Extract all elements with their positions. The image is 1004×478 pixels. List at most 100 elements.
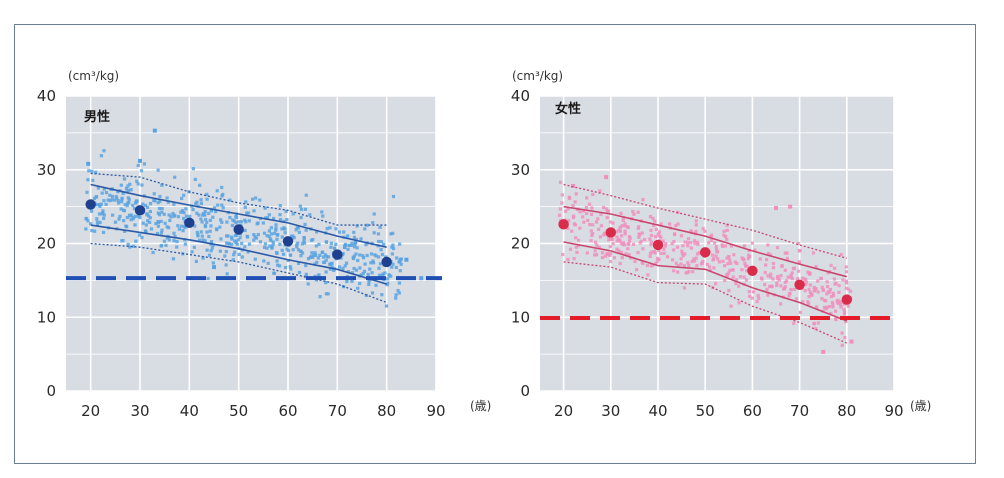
data-point [840, 343, 844, 347]
data-point [590, 233, 594, 238]
data-point [243, 205, 247, 209]
data-point [86, 219, 90, 223]
data-point [95, 203, 100, 207]
data-point [162, 239, 167, 243]
data-point [652, 249, 656, 254]
data-point [825, 305, 829, 309]
data-point [825, 285, 830, 289]
data-point [725, 274, 729, 278]
data-point [297, 270, 302, 275]
data-point [390, 265, 394, 269]
data-point [325, 254, 329, 259]
data-point [657, 234, 661, 238]
data-point [756, 293, 760, 298]
data-point [84, 227, 88, 231]
data-point [318, 295, 322, 299]
data-point [679, 234, 684, 238]
data-point [343, 245, 347, 250]
data-point [814, 287, 818, 291]
data-point [820, 297, 824, 301]
data-point [346, 247, 350, 251]
lower-sd-line [563, 241, 848, 322]
data-point [594, 253, 599, 257]
data-point [711, 253, 715, 257]
data-point [734, 278, 739, 282]
data-point [820, 285, 824, 289]
data-point [765, 257, 769, 262]
data-point [748, 294, 752, 298]
data-point [244, 200, 248, 204]
data-point [288, 253, 293, 257]
data-point [672, 240, 676, 244]
data-point [708, 268, 712, 272]
data-point [207, 211, 211, 216]
data-point [158, 194, 162, 199]
data-point [356, 258, 360, 263]
data-point [209, 249, 213, 253]
data-point [274, 228, 278, 232]
data-point [747, 289, 751, 294]
data-point [211, 215, 215, 219]
data-point [207, 253, 212, 257]
data-point [238, 236, 242, 240]
data-point [643, 237, 647, 242]
data-point [180, 209, 184, 213]
data-point [239, 219, 243, 224]
data-point [90, 169, 94, 173]
data-point [744, 264, 748, 268]
data-point [716, 257, 720, 261]
data-point [308, 213, 312, 217]
data-point [664, 242, 668, 246]
data-point [639, 239, 643, 243]
data-point [129, 188, 133, 192]
data-point [823, 305, 827, 310]
data-point [757, 296, 761, 300]
data-point [716, 250, 720, 254]
upper-range-line [563, 183, 847, 259]
data-point [304, 193, 308, 197]
data-point [99, 154, 104, 158]
data-point [649, 264, 654, 268]
data-point [848, 289, 853, 293]
data-point [262, 231, 267, 235]
data-point [626, 242, 630, 246]
data-point [608, 253, 612, 257]
x-tick-label: 70 [328, 402, 347, 420]
data-point [598, 189, 602, 193]
data-point [722, 233, 726, 237]
data-point [623, 232, 627, 236]
data-point [651, 216, 655, 221]
data-point [631, 242, 636, 246]
data-point [843, 310, 847, 314]
x-tick-label: 90 [426, 402, 445, 420]
data-point [765, 287, 769, 292]
data-point [587, 202, 592, 206]
data-point [641, 247, 645, 251]
data-point [686, 244, 690, 248]
data-point [800, 276, 805, 280]
data-point [291, 248, 295, 252]
data-point [574, 192, 578, 196]
data-point [243, 228, 247, 233]
mean-marker [652, 239, 664, 251]
data-point [594, 240, 598, 244]
data-point [768, 275, 773, 279]
data-point [816, 321, 820, 325]
data-point [766, 293, 770, 297]
data-point [136, 163, 140, 168]
data-point [269, 232, 274, 236]
data-point [649, 233, 654, 238]
data-point [235, 215, 239, 220]
data-point [585, 211, 589, 216]
data-point [766, 274, 770, 278]
data-point [300, 242, 304, 246]
data-point [316, 274, 321, 278]
data-point [714, 254, 718, 258]
data-point [655, 260, 659, 264]
data-point [732, 253, 736, 257]
data-point [792, 266, 797, 270]
data-point [615, 247, 619, 251]
data-point [653, 219, 657, 223]
data-point [166, 200, 170, 204]
data-point [619, 211, 623, 216]
